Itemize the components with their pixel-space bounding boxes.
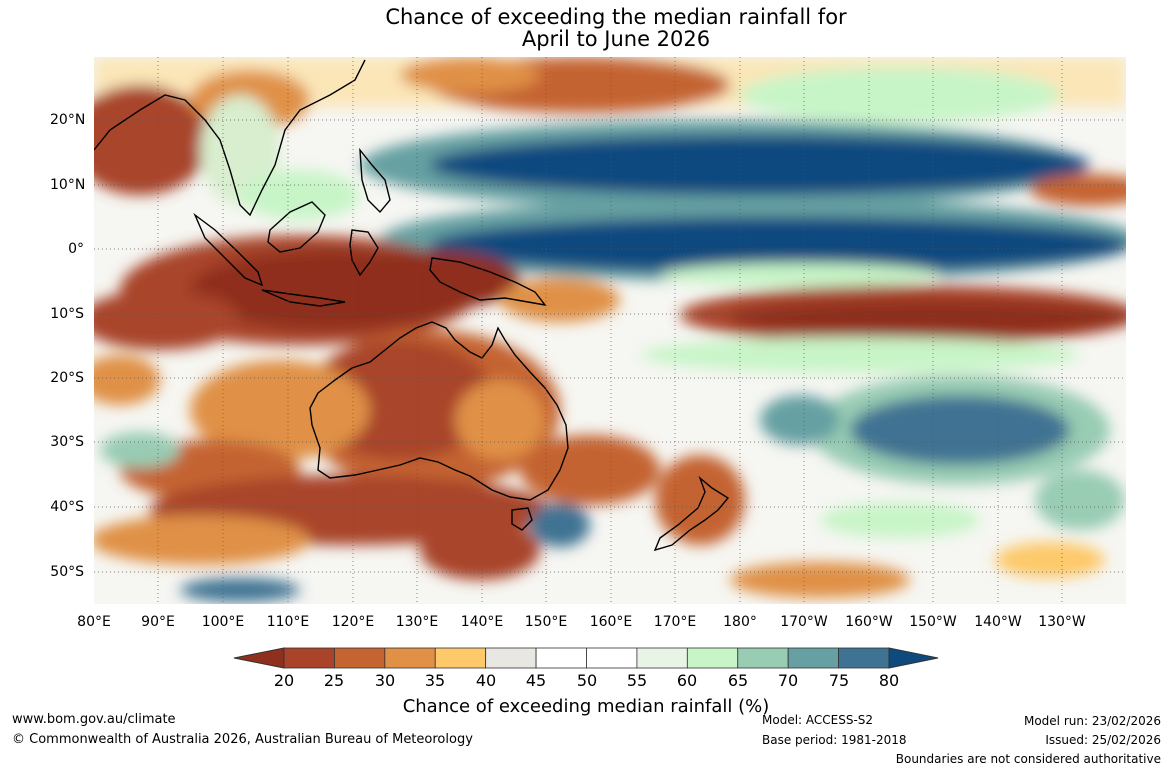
lat-label: 20°S [50,370,84,386]
colorbar-cell [838,647,890,669]
lon-label: 170°W [780,614,828,630]
colorbar-cell [535,647,587,669]
lat-label: 40°S [50,499,84,515]
australia-coastline [309,321,569,501]
lon-label: 150°W [909,614,957,630]
model-name: Model: ACCESS-S2 [762,713,874,727]
colorbar-tick-label: 70 [777,671,799,690]
lon-label: 150°E [524,614,568,630]
lon-label: 90°E [141,614,175,630]
colorbar-cell [686,647,739,669]
lat-label: 0° [68,241,84,257]
model-run-date: Model run: 23/02/2026 [1023,714,1161,728]
coastlines [94,59,730,552]
issued-date: Issued: 25/02/2026 [1045,733,1161,747]
lon-label: 120°E [331,614,375,630]
base-period: Base period: 1981-2018 [762,733,907,747]
colorbar-tick-label: 65 [727,671,749,690]
lon-label: 140°E [460,614,504,630]
colorbar-cell [283,647,335,669]
lat-label: 10°N [50,177,86,193]
colorbar-title: Chance of exceeding median rainfall (%) [402,696,770,717]
colorbar-tick-label: 75 [828,671,850,690]
colorbar-cell [384,647,436,669]
lon-label: 110°E [266,614,310,630]
map-title-line2: April to June 2026 [521,27,711,51]
website-link[interactable]: www.bom.gov.au/climate [12,712,176,727]
tasmania-coastline [511,507,533,531]
colorbar-cell [485,647,537,669]
colorbar-arrow-high [888,647,939,669]
copyright-text: © Commonwealth of Australia 2026, Austra… [12,732,473,747]
colorbar-tick-label: 60 [676,671,698,690]
lon-label: 80°E [77,614,111,630]
lon-label: 140°W [974,614,1022,630]
colorbar-tick-label: 25 [323,671,345,690]
colorbar-cell [334,647,386,669]
colorbar-tick-label: 80 [878,671,900,690]
lon-label: 170°E [653,614,697,630]
colorbar-tick-label: 30 [374,671,396,690]
lon-label: 130°W [1038,614,1086,630]
lat-label: 30°S [50,434,84,450]
colorbar-cell [737,647,789,669]
colorbar [233,647,939,669]
philippines-coastline [359,147,391,214]
lon-label: 160°W [845,614,893,630]
colorbar-tick-label: 40 [475,671,497,690]
lon-label: 130°E [395,614,439,630]
lat-label: 20°N [50,112,86,128]
lon-label: 100°E [201,614,245,630]
boundaries-disclaimer: Boundaries are not considered authoritat… [895,752,1161,766]
colorbar-tick-label: 45 [525,671,547,690]
colorbar-cell [586,647,638,669]
lon-label: 180° [723,614,757,630]
lat-label: 10°S [50,306,84,322]
colorbar-cell [636,647,688,669]
new-guinea-coastline [429,257,547,307]
java-coastline [261,289,346,307]
borneo-coastline [267,201,326,253]
sulawesi-coastline [349,229,379,277]
colorbar-tick-label: 20 [273,671,295,690]
asia-coastline [94,59,366,217]
colorbar-tick-label: 50 [576,671,598,690]
colorbar-tick-label: 55 [626,671,648,690]
colorbar-cell [434,647,487,669]
lat-label: 50°S [50,564,84,580]
map-title-line1: Chance of exceeding the median rainfall … [385,5,847,29]
colorbar-tick-label: 35 [424,671,446,690]
new-zealand-coastline [653,475,730,552]
colorbar-arrow-low [233,647,285,669]
lon-label: 160°E [589,614,633,630]
graticule [94,57,1126,604]
colorbar-cell [787,647,839,669]
rainfall-probability-field [94,57,1126,604]
